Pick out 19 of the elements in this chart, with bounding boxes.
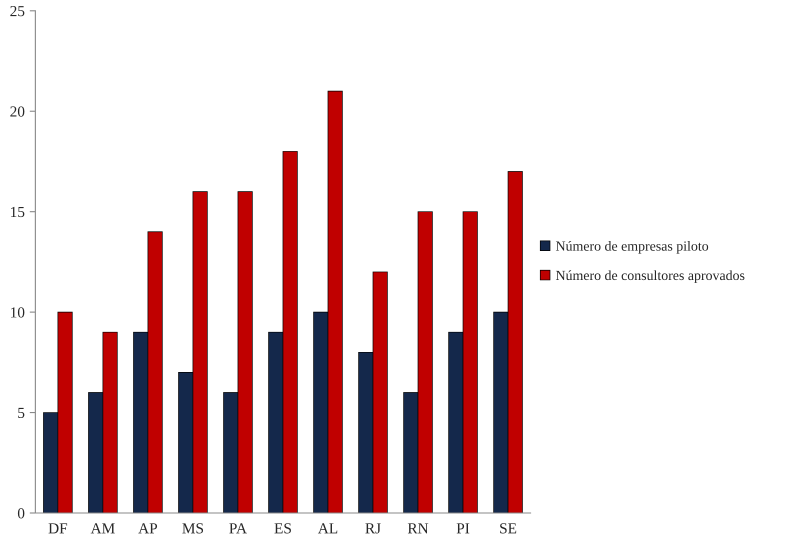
legend-label: Número de empresas piloto [556,240,708,254]
x-tick-label: AP [138,523,158,534]
x-tick-label: ES [274,523,291,534]
y-tick-label: 20 [10,106,24,117]
x-tick-label: AL [318,523,338,534]
x-tick-label: RN [408,523,428,534]
y-tick-label: 25 [10,6,24,16]
y-tick-label: 15 [11,206,24,218]
x-tick-label: DF [48,523,68,534]
x-tick-label: PI [456,523,470,534]
y-tick-label: 0 [18,508,24,518]
x-tick-label: MS [182,523,204,534]
x-tick-label: PA [229,523,247,534]
y-tick-label: 5 [18,408,24,418]
x-tick-label: AM [90,523,115,534]
legend-label: Número de consultores aprovados [556,270,744,283]
x-tick-label: RJ [365,523,381,534]
y-tick-label: 10 [11,307,24,318]
x-tick-label: SE [500,523,516,534]
